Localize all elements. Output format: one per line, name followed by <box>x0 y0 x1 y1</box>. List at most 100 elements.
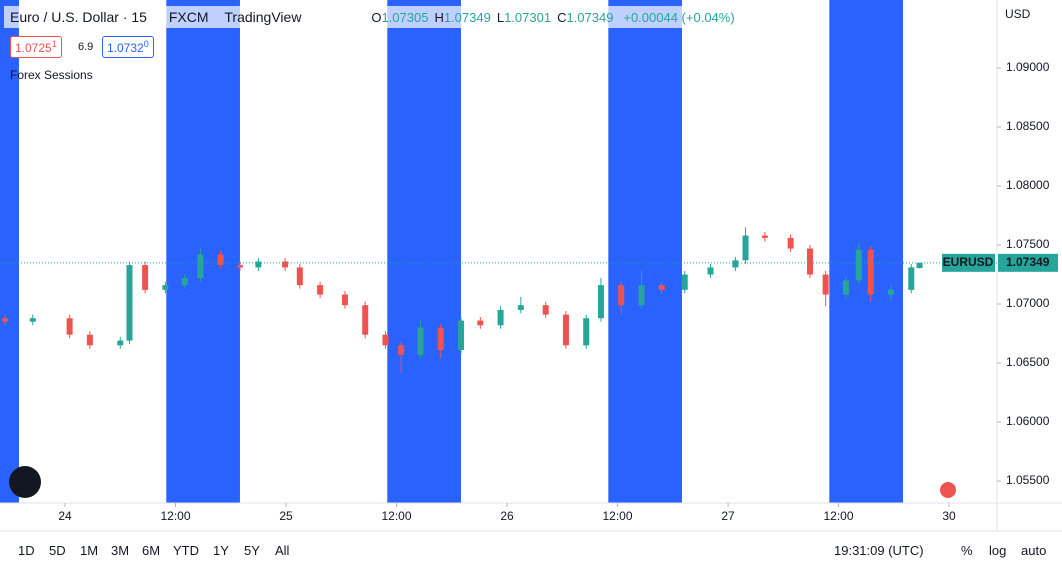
candle-body <box>457 320 464 351</box>
range-button[interactable]: All <box>275 543 290 558</box>
ohlc-value: 1.07301 <box>504 10 552 25</box>
candle-body <box>707 267 714 275</box>
candle-body <box>382 334 389 346</box>
indicator-label[interactable]: Forex Sessions <box>10 68 93 82</box>
change: +0.00044 (+0.04%) <box>623 10 735 25</box>
candle-body <box>597 285 604 319</box>
tv-logo <box>9 466 41 498</box>
x-tick-label: 12:00 <box>824 509 854 523</box>
candle-body <box>761 235 768 238</box>
candle-body <box>658 285 665 290</box>
toggle[interactable]: % <box>961 543 973 558</box>
range-button[interactable]: 3M <box>111 543 130 558</box>
candle-body <box>117 340 124 346</box>
candle-body <box>437 327 444 351</box>
session-band <box>387 0 461 503</box>
candle-body <box>517 305 524 310</box>
candle-body <box>732 260 739 268</box>
candle-body <box>742 235 749 261</box>
ohlc-key: C <box>557 10 567 25</box>
candle-body <box>126 265 133 341</box>
symbol-tag-bg <box>942 253 995 272</box>
range-button[interactable]: YTD <box>173 543 199 558</box>
header: Euro / U.S. Dollar · 15 FXCM TradingView… <box>4 6 741 28</box>
candle-body <box>787 237 794 249</box>
ask[interactable]: 1.07320 <box>102 36 154 58</box>
x-tick-label: 12:00 <box>382 509 412 523</box>
ohlc-value: 1.07349 <box>566 10 614 25</box>
y-tick-label: 1.06500 <box>1006 355 1050 369</box>
candle-body <box>255 261 262 268</box>
candle-body <box>66 318 73 335</box>
candle-body <box>806 248 813 275</box>
candle-body <box>86 334 93 346</box>
candle-body <box>888 289 895 295</box>
y-tick-label: 1.08500 <box>1006 119 1050 133</box>
candle-body <box>417 327 424 355</box>
session-band <box>829 0 903 503</box>
x-tick-label: 25 <box>279 509 293 523</box>
x-tick-label: 27 <box>721 509 735 523</box>
y-tick-label: 1.09000 <box>1006 60 1050 74</box>
range-button[interactable]: 1M <box>80 543 99 558</box>
y-tick-label: 1.07000 <box>1006 296 1050 310</box>
candle-body <box>618 285 625 306</box>
candle-body <box>638 285 645 306</box>
ask-pip: 0 <box>143 39 149 49</box>
ohlc-key: O <box>371 10 382 25</box>
ohlc-key: H <box>434 10 444 25</box>
ohlc-key: L <box>496 10 505 25</box>
ohlc-legend: O1.07305 H1.07349 L1.07301 C1.07349 <box>365 10 613 25</box>
clock: 19:31:09 (UTC) <box>834 543 924 558</box>
candle-body <box>181 278 188 286</box>
candle-body <box>822 274 829 295</box>
candle-body <box>236 265 243 268</box>
ask-price: 1.0732 <box>107 41 144 55</box>
range-button[interactable]: 5D <box>49 543 66 558</box>
spread: 6.9 <box>78 41 94 53</box>
candle-body <box>162 285 169 290</box>
bid-pip: 1 <box>51 39 57 49</box>
candle-body <box>867 249 874 295</box>
x-tick-label: 24 <box>58 509 72 523</box>
ohlc-value: 1.07349 <box>443 10 491 25</box>
range-button[interactable]: 6M <box>142 543 161 558</box>
candle-body <box>29 318 36 322</box>
session-band <box>0 0 19 503</box>
candle-body <box>142 265 149 290</box>
range-button[interactable]: 1D <box>18 543 35 558</box>
candle-body <box>583 318 590 346</box>
range-button[interactable]: 1Y <box>213 543 229 558</box>
candle-body <box>908 267 915 290</box>
y-tick-label: 1.05500 <box>1006 473 1050 487</box>
candle-body <box>362 305 369 335</box>
x-tick-label: 30 <box>942 509 956 523</box>
last-price-label: 1.07349 <box>1006 255 1050 269</box>
y-tick-label: 1.08000 <box>1006 178 1050 192</box>
toggle[interactable]: auto <box>1021 543 1047 558</box>
candle-body <box>217 254 224 266</box>
symbol-title[interactable]: Euro / U.S. Dollar · 15 <box>10 9 147 25</box>
candle-body <box>477 320 484 326</box>
bid[interactable]: 1.07251 <box>10 36 62 58</box>
range-button[interactable]: 5Y <box>244 543 260 558</box>
candle-body <box>341 294 348 306</box>
session-band <box>166 0 240 503</box>
x-tick-label: 26 <box>500 509 514 523</box>
y-tick-label: 1.07500 <box>1006 237 1050 251</box>
exchange: FXCM <box>168 9 209 25</box>
candle-body <box>497 309 504 326</box>
candle-body <box>562 314 569 346</box>
toggle[interactable]: log <box>989 543 1007 558</box>
candle-body <box>197 254 204 279</box>
ohlc-value: 1.07305 <box>381 10 429 25</box>
candle-body <box>855 249 862 281</box>
last-price-bg <box>998 253 1058 272</box>
candle-body <box>842 280 849 295</box>
brand: TradingView <box>224 9 302 25</box>
candle-body <box>542 305 549 315</box>
candle-body <box>2 318 9 322</box>
candle-body <box>282 261 289 268</box>
symbol-tag: EURUSD <box>943 255 994 269</box>
